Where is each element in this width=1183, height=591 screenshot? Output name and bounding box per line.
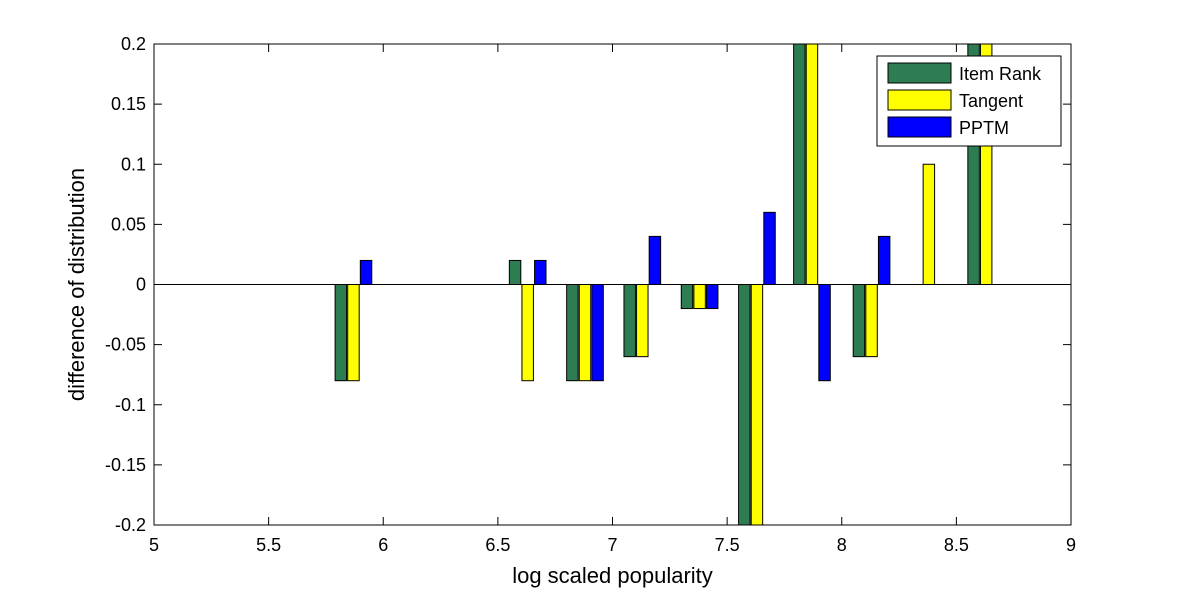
bar-tangent (805, 44, 819, 285)
bar-pptm (591, 284, 604, 382)
x-tick-label: 9 (1066, 535, 1076, 555)
legend-label: PPTM (959, 118, 1009, 138)
y-tick-label: -0.1 (115, 395, 146, 415)
bar-item-rank (508, 259, 522, 286)
bar-pptm (763, 211, 776, 286)
legend-swatch (887, 62, 952, 84)
bar-item-rank (680, 284, 694, 310)
bar-pptm (705, 284, 719, 310)
bar-item-rank (852, 284, 866, 358)
bar-tangent (750, 284, 764, 525)
y-tick-label: 0 (136, 275, 146, 295)
bar-pptm (648, 235, 662, 285)
y-tick-label: -0.15 (105, 455, 146, 475)
bar-pptm (534, 259, 547, 286)
y-tick-label: 0.2 (121, 34, 146, 54)
x-tick-label: 5.5 (256, 535, 281, 555)
x-axis-label: log scaled popularity (512, 563, 713, 588)
y-axis-ticks: -0.2 -0.15 -0.1 -0.05 0 0.05 0.1 0.15 0.2 (105, 34, 1071, 535)
bar-pptm (877, 235, 891, 285)
bar-pptm (818, 284, 831, 382)
legend-swatch (887, 116, 952, 138)
y-tick-label: 0.05 (111, 214, 146, 234)
bar-tangent (347, 284, 360, 382)
x-tick-label: 5 (149, 535, 159, 555)
y-tick-label: -0.2 (115, 515, 146, 535)
x-tick-label: 7 (607, 535, 617, 555)
legend-swatch (887, 89, 952, 111)
legend: Item Rank Tangent PPTM (876, 55, 1062, 147)
y-axis-label: difference of distribution (64, 168, 89, 401)
y-tick-label: -0.05 (105, 335, 146, 355)
y-tick-label: 0.1 (121, 154, 146, 174)
x-tick-label: 7.5 (715, 535, 740, 555)
bar-tangent (578, 284, 592, 382)
x-tick-label: 6 (378, 535, 388, 555)
legend-label: Item Rank (959, 64, 1042, 84)
bar-item-rank (793, 44, 806, 285)
x-tick-label: 6.5 (485, 535, 510, 555)
bar-item-rank (623, 284, 636, 358)
bar-tangent (865, 284, 878, 358)
y-tick-label: 0.15 (111, 94, 146, 114)
bars-layer (334, 44, 993, 525)
bar-tangent (922, 163, 936, 285)
x-axis-ticks: 5 5.5 6 6.5 7 7.5 8 8.5 9 (149, 44, 1076, 555)
bar-item-rank (334, 284, 348, 382)
bar-tangent (636, 284, 649, 358)
bar-pptm (359, 259, 373, 286)
x-tick-label: 8.5 (944, 535, 969, 555)
legend-label: Tangent (959, 91, 1023, 111)
bar-tangent (521, 284, 534, 382)
bar-tangent (693, 284, 706, 310)
bar-item-rank (566, 284, 579, 382)
bar-item-rank (738, 284, 751, 525)
x-tick-label: 8 (837, 535, 847, 555)
